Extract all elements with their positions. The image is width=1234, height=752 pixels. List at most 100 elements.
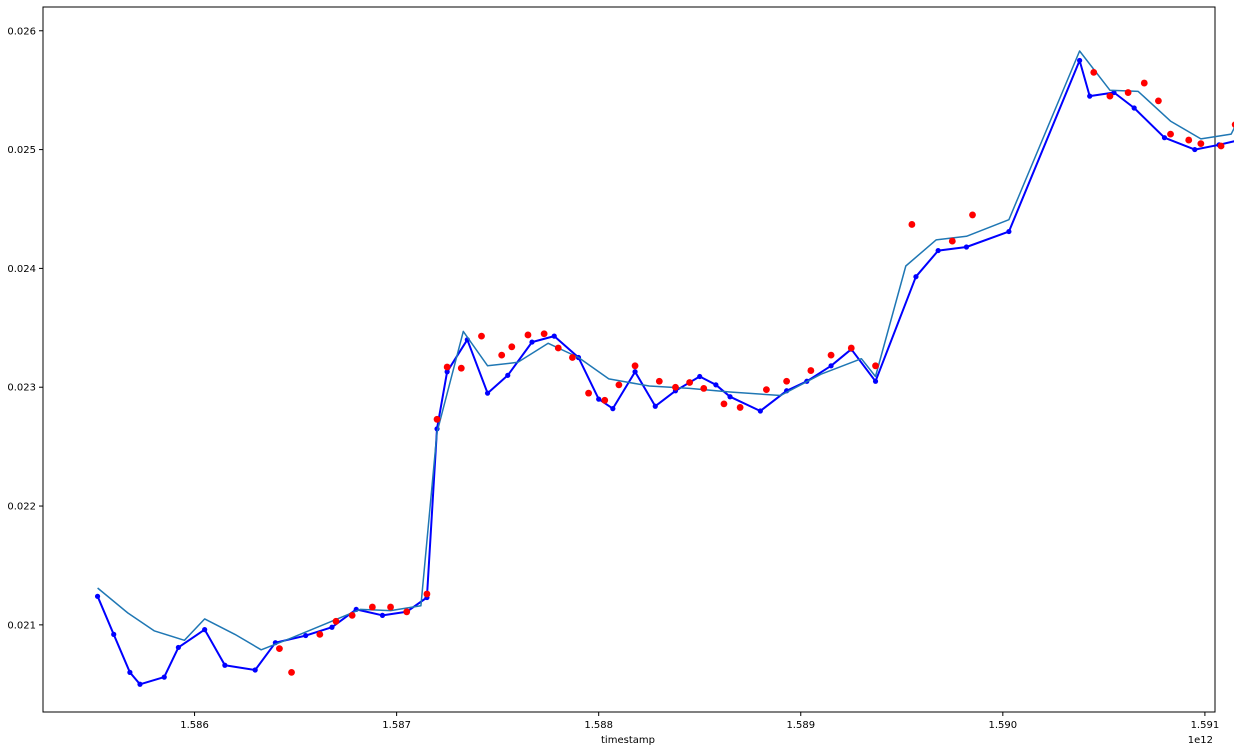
highlight-point: [720, 400, 728, 408]
y-tick-label: 0.022: [7, 502, 36, 513]
highlight-point: [478, 332, 485, 340]
price-point: [697, 373, 703, 380]
highlight-point: [763, 386, 770, 393]
highlight-point: [686, 379, 694, 386]
y-tick-label: 0.026: [7, 26, 36, 37]
price-point: [610, 406, 616, 412]
highlight-point: [1124, 89, 1132, 96]
highlight-point: [554, 344, 562, 352]
price-point: [935, 247, 941, 254]
price-point: [329, 624, 335, 630]
x-tick-label: 1.586: [180, 720, 209, 731]
price-point: [1131, 105, 1137, 111]
price-point: [596, 396, 602, 402]
highlight-point: [631, 362, 639, 370]
price-point: [1161, 135, 1168, 141]
price-point: [1087, 93, 1093, 99]
y-tick-label: 0.024: [7, 264, 36, 275]
highlight-point: [807, 367, 815, 374]
price-point: [1111, 89, 1117, 96]
series-layer: [94, 50, 1234, 687]
x-tick-label: 1.587: [382, 720, 411, 731]
highlight-point: [1167, 130, 1174, 138]
highlight-point: [540, 330, 548, 338]
highlight-point: [508, 343, 516, 351]
highlight-point: [498, 351, 506, 359]
highlight-point: [601, 396, 609, 404]
x-tick-label: 1.589: [786, 720, 815, 731]
highlight-point: [700, 385, 708, 392]
price-point: [161, 674, 167, 680]
price-point: [111, 631, 117, 637]
highlight-point: [736, 404, 744, 411]
price-point: [1006, 228, 1012, 235]
highlight-point: [615, 381, 623, 389]
price-point: [757, 408, 763, 414]
price-point: [872, 378, 879, 384]
highlight-point: [1090, 68, 1098, 76]
y-axis-ticks: 0.021 0.022 0.023 0.024 0.025 0.026: [7, 26, 43, 631]
price-point: [1192, 146, 1198, 153]
highlight-point: [827, 351, 835, 359]
x-tick-label: 1.590: [989, 720, 1018, 731]
price-point: [484, 390, 491, 396]
highlight-point: [423, 590, 431, 598]
highlight-point: [403, 608, 411, 616]
highlight-point: [783, 377, 791, 385]
y-tick-label: 0.025: [7, 145, 36, 156]
price-point: [303, 632, 309, 639]
highlight-point: [569, 354, 576, 361]
price-point: [652, 403, 658, 409]
highlight-point: [847, 344, 855, 352]
price-point: [175, 644, 181, 651]
highlight-point: [316, 630, 324, 638]
highlight-point: [585, 389, 592, 397]
y-tick-label: 0.021: [7, 620, 36, 631]
price-line: [96, 59, 1234, 686]
highlight-point: [443, 363, 451, 371]
highlight-point: [672, 383, 679, 391]
highlight-point: [433, 415, 441, 423]
price-point: [828, 363, 834, 369]
price-point: [713, 382, 719, 388]
price-point: [505, 372, 511, 378]
highlight-point: [908, 221, 916, 228]
highlight-point: [1197, 140, 1205, 148]
highlight-point: [1155, 97, 1162, 105]
price-point: [727, 394, 733, 400]
highlight-point: [332, 617, 340, 625]
highlight-point: [872, 362, 879, 370]
price-point: [94, 593, 101, 599]
price-point: [1077, 57, 1083, 64]
price-point: [529, 339, 535, 345]
highlight-point: [948, 237, 956, 245]
highlight-point: [288, 668, 295, 676]
x-axis-ticks: 1.586 1.587 1.588 1.589 1.590 1.591: [180, 712, 1219, 731]
highlight-point: [368, 603, 376, 611]
price-point: [137, 681, 143, 687]
price-point: [202, 627, 208, 633]
price-point: [963, 244, 970, 250]
highlight-point: [1106, 92, 1114, 100]
highlight-point: [655, 377, 663, 385]
highlight-point: [457, 364, 465, 372]
price-point: [222, 662, 228, 668]
price-point: [551, 333, 557, 339]
price-point: [632, 369, 638, 375]
y-tick-label: 0.023: [7, 383, 36, 394]
highlight-point: [348, 611, 356, 619]
highlight-point: [387, 603, 394, 611]
moving-average-line: [97, 50, 1234, 651]
highlight-point: [524, 331, 532, 339]
price-point: [913, 274, 919, 280]
highlight-point: [276, 645, 283, 653]
x-axis-offset-label: 1e12: [1188, 735, 1213, 746]
plot-frame: [42, 6, 1216, 713]
price-point: [127, 669, 133, 675]
highlight-point: [1185, 136, 1193, 144]
x-tick-label: 1.588: [584, 720, 613, 731]
highlight-point: [1231, 121, 1234, 128]
highlight-point: [969, 211, 976, 219]
price-point: [252, 667, 258, 673]
